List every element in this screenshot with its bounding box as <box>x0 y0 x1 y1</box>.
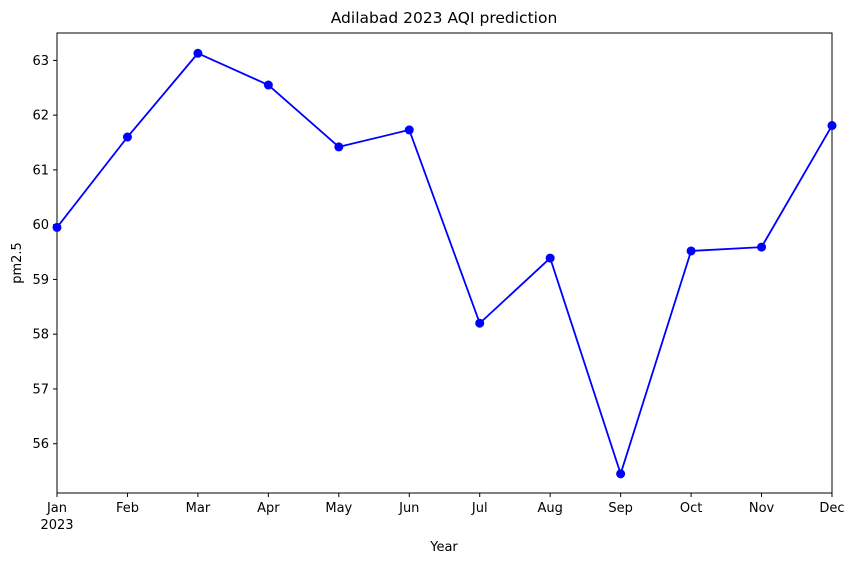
data-point <box>827 121 837 131</box>
x-tick-label: Mar <box>186 501 211 516</box>
x-axis-title: Year <box>429 540 458 555</box>
x-tick-label: Aug <box>537 501 562 516</box>
data-point <box>686 246 696 256</box>
data-point <box>122 132 132 142</box>
data-point <box>263 80 273 90</box>
plot-frame <box>56 32 833 494</box>
series-line <box>56 52 833 475</box>
x-tick-label: Dec <box>819 501 844 516</box>
data-point <box>404 125 414 135</box>
data-point <box>334 142 344 152</box>
data-point <box>193 48 203 58</box>
data-point <box>475 318 485 328</box>
x-tick-label: Jul <box>471 501 488 516</box>
y-tick-label: 61 <box>32 163 49 178</box>
data-point <box>757 242 767 252</box>
x-tick-label: Oct <box>680 501 702 516</box>
y-tick-label: 63 <box>32 54 49 69</box>
x-tick-label: May <box>325 501 352 516</box>
data-point <box>52 222 62 232</box>
x-tick-label: Nov <box>749 501 775 516</box>
y-tick-label: 57 <box>32 382 49 397</box>
x-tick-label: Jan <box>46 501 67 516</box>
x-tick-label: Apr <box>257 501 280 516</box>
y-tick-label: 58 <box>32 328 49 343</box>
y-axis-title: pm2.5 <box>10 242 25 284</box>
x-tick-label: Feb <box>116 501 139 516</box>
chart-title: Adilabad 2023 AQI prediction <box>331 9 558 27</box>
y-tick-label: 59 <box>32 273 49 288</box>
y-tick-label: 60 <box>32 218 49 233</box>
y-tick-label: 56 <box>32 437 49 452</box>
x-tick-year-label: 2023 <box>40 518 73 533</box>
y-tick-label: 62 <box>32 109 49 124</box>
x-tick-label: Jun <box>398 501 419 516</box>
data-point <box>616 469 626 479</box>
data-point <box>545 253 555 263</box>
x-tick-label: Sep <box>608 501 633 516</box>
plot-area: 56 57 58 59 60 61 62 63 Jan Feb Mar Apr May Jun Jul Aug… <box>32 32 845 516</box>
